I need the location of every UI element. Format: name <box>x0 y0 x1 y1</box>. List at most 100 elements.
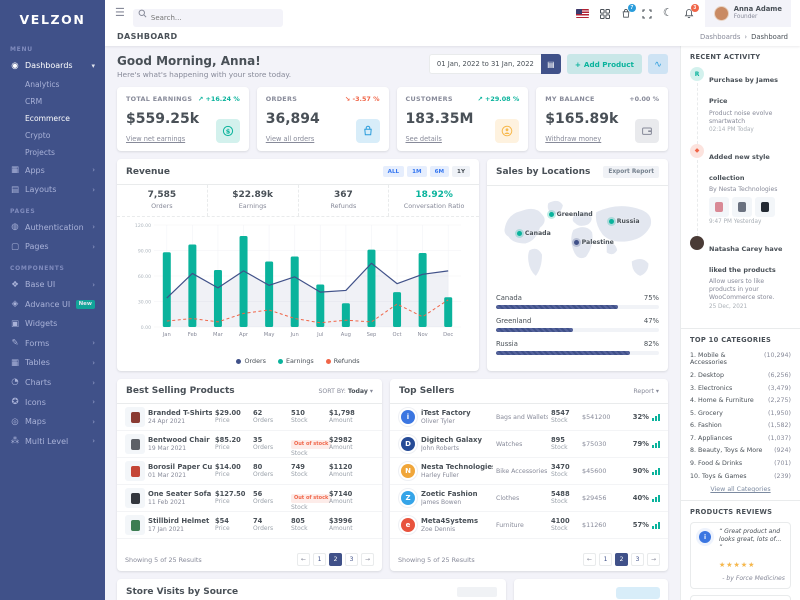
sidebar-subitem-ecommerce[interactable]: Ecommerce <box>0 110 105 127</box>
location-name: Canada <box>496 294 522 302</box>
search-input[interactable] <box>132 8 283 27</box>
location-percent: 82% <box>643 340 659 348</box>
sidebar-item-charts[interactable]: ◔ Charts › <box>0 373 105 393</box>
export-button-stub[interactable] <box>616 587 660 599</box>
date-range-value[interactable]: 01 Jan, 2022 to 31 Jan, 2022 <box>428 54 541 74</box>
sidebar-subitem-crypto[interactable]: Crypto <box>0 127 105 144</box>
category-row[interactable]: 8. Beauty, Toys & More (924) <box>690 445 791 458</box>
activity-panel-button[interactable]: ∿ <box>648 54 668 74</box>
category-row[interactable]: 3. Electronics (3,479) <box>690 382 791 395</box>
table-row[interactable]: D Digitech Galaxy John Roberts Watches 8… <box>390 431 668 458</box>
sort-by-dropdown[interactable]: SORT BY: Today ▾ <box>318 387 374 395</box>
sidebar-item-base-ui[interactable]: ❖ Base UI › <box>0 275 105 295</box>
report-dropdown[interactable]: Report ▾ <box>633 387 659 395</box>
range-button-1y[interactable]: 1Y <box>452 166 470 177</box>
pager-prev[interactable]: ← <box>297 553 310 566</box>
date-range-picker[interactable]: 01 Jan, 2022 to 31 Jan, 2022 ▤ <box>428 54 561 74</box>
stat-card-link[interactable]: View net earnings <box>126 135 186 143</box>
sidebar-item-forms[interactable]: ✎ Forms › <box>0 334 105 354</box>
sidebar-subitem-crm[interactable]: CRM <box>0 93 105 110</box>
category-row[interactable]: 10. Toys & Games (239) <box>690 470 791 483</box>
user-profile-menu[interactable]: Anna Adame Founder <box>704 0 791 27</box>
category-count: (1,950) <box>768 409 791 417</box>
pager-page-3[interactable]: 3 <box>631 553 644 566</box>
table-row[interactable]: Z Zoetic Fashion James Bowen Clothes 548… <box>390 485 668 512</box>
sidebar-item-authentication[interactable]: ◍ Authentication › <box>0 218 105 238</box>
hamburger-menu-button[interactable]: ☰ <box>115 7 125 19</box>
activity-item[interactable]: ◆ Added new style collection By Nesta Te… <box>690 143 791 236</box>
base-ui-icon: ❖ <box>11 279 19 290</box>
view-all-categories-link[interactable]: View all Categories <box>710 486 771 494</box>
top-sellers-title: Top Sellers <box>399 386 455 396</box>
sidebar-item-pages[interactable]: ▢ Pages › <box>0 237 105 257</box>
table-row[interactable]: Branded T-Shirts 24 Apr 2021 $29.00 Pric… <box>117 404 382 431</box>
table-row[interactable]: One Seater Sofa 11 Feb 2021 $127.50 Pric… <box>117 485 382 512</box>
apps-grid-button[interactable] <box>599 8 610 19</box>
stat-card-link[interactable]: Withdraw money <box>545 135 602 143</box>
add-product-button[interactable]: + Add Product <box>566 54 642 74</box>
range-button-6m[interactable]: 6M <box>429 166 450 177</box>
sidebar-subitem-projects[interactable]: Projects <box>0 144 105 161</box>
category-row[interactable]: 4. Home & Furniture (2,275) <box>690 394 791 407</box>
table-row[interactable]: Bentwood Chair 19 Mar 2021 $85.20 Price … <box>117 431 382 458</box>
activity-list: R Purchase by James Price Product noise … <box>690 67 791 312</box>
legend-label: Orders <box>244 357 266 365</box>
table-row[interactable]: Stillbird Helmet 17 Jan 2021 $54 Price 7… <box>117 512 382 539</box>
pager-next[interactable]: → <box>361 553 374 566</box>
recent-activity-title: RECENT ACTIVITY <box>690 53 761 61</box>
category-row[interactable]: 5. Grocery (1,950) <box>690 407 791 420</box>
stat-card-link[interactable]: View all orders <box>265 135 315 143</box>
brand-logo[interactable]: VELZON <box>19 11 86 27</box>
table-row[interactable]: N Nesta Technologies Harley Fuller Bike … <box>390 458 668 485</box>
pager-prev[interactable]: ← <box>583 553 596 566</box>
notifications-button[interactable]: 3 <box>684 4 699 19</box>
revenue-card: Revenue ALL 1M 6M 1Y 7,585 Orders $22.89k E… <box>117 159 479 371</box>
sidebar-item-layouts[interactable]: ▤ Layouts › <box>0 180 105 200</box>
sidebar-item-icons[interactable]: ✪ Icons › <box>0 393 105 413</box>
sidebar-item-multi-level[interactable]: ⁂ Multi Level › <box>0 432 105 452</box>
table-row[interactable]: Borosil Paper Cup 01 Mar 2021 $14.00 Pri… <box>117 458 382 485</box>
category-row[interactable]: 9. Food & Drinks (701) <box>690 457 791 470</box>
pager-page-2[interactable]: 2 <box>615 553 628 566</box>
product-name: One Seater Sofa <box>148 490 212 499</box>
language-flag-button[interactable] <box>575 9 589 18</box>
dashboard-icon: ◉ <box>11 60 19 71</box>
best-selling-title: Best Selling Products <box>126 386 235 396</box>
category-row[interactable]: 2. Desktop (6,256) <box>690 369 791 382</box>
pager-page-2[interactable]: 2 <box>329 553 342 566</box>
map-marker-dot <box>517 230 523 236</box>
report-dropdown-stub[interactable] <box>456 587 497 597</box>
pager-page-1[interactable]: 1 <box>313 553 326 566</box>
stat-card-label: TOTAL EARNINGS <box>126 95 193 103</box>
sidebar-item-widgets[interactable]: ▣ Widgets <box>0 314 105 334</box>
sidebar-item-apps[interactable]: ▦ Apps › <box>0 161 105 181</box>
category-name: 9. Food & Drinks <box>690 460 743 468</box>
table-row[interactable]: e Meta4Systems Zoe Dennis Furniture 4100… <box>390 512 668 539</box>
stat-card-link[interactable]: See details <box>405 135 442 143</box>
sidebar-subitem-analytics[interactable]: Analytics <box>0 76 105 93</box>
pager-next[interactable]: → <box>647 553 660 566</box>
category-row[interactable]: 6. Fashion (1,582) <box>690 420 791 433</box>
activity-item[interactable]: R Purchase by James Price Product noise … <box>690 67 791 144</box>
activity-item[interactable]: Natasha Carey have liked the products Al… <box>690 235 791 312</box>
user-circle-icon <box>495 119 520 143</box>
dark-mode-button[interactable]: ☾ <box>663 8 673 19</box>
pager-page-3[interactable]: 3 <box>345 553 358 566</box>
sidebar-item-tables[interactable]: ▦ Tables › <box>0 353 105 373</box>
cart-button[interactable]: 7 <box>621 4 636 19</box>
export-report-button[interactable]: Export Report <box>603 166 659 178</box>
sidebar-item-maps[interactable]: ◎ Maps › <box>0 412 105 432</box>
stat-card-customers: CUSTOMERS ↗ +29.08 % 183.35M See details <box>396 87 529 151</box>
range-button-all[interactable]: ALL <box>382 166 405 177</box>
table-row[interactable]: i iTest Factory Oliver Tyler Bags and Wa… <box>390 404 668 431</box>
fullscreen-button[interactable] <box>642 8 652 19</box>
range-button-1m[interactable]: 1M <box>407 166 427 177</box>
calendar-button[interactable]: ▤ <box>540 54 561 74</box>
category-row[interactable]: 1. Mobile & Accessories (10,294) <box>690 350 791 370</box>
sidebar-item-dashboards[interactable]: ◉ Dashboards ▾ <box>0 56 105 76</box>
breadcrumb-parent[interactable]: Dashboards <box>699 32 741 41</box>
category-row[interactable]: 7. Appliances (1,037) <box>690 432 791 445</box>
pager-page-1[interactable]: 1 <box>599 553 612 566</box>
sidebar-item-label: Icons <box>25 397 46 407</box>
sidebar-item-advance-ui[interactable]: ◈ Advance UI New <box>0 295 105 315</box>
